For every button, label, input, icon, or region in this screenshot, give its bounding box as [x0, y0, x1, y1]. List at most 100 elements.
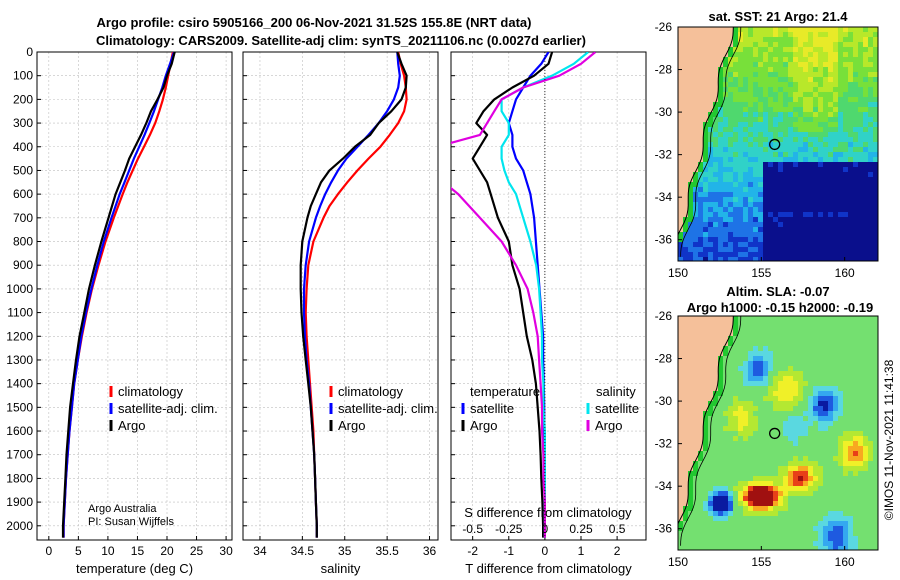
map-cell	[813, 516, 819, 522]
map-cell	[853, 252, 859, 258]
map-cell	[788, 62, 794, 68]
map-cell	[738, 47, 744, 53]
map-cell	[778, 536, 784, 542]
map-cell	[743, 232, 749, 238]
map-cell	[723, 351, 729, 357]
map-cell	[823, 486, 829, 492]
map-cell	[828, 77, 834, 83]
map-cell	[763, 536, 769, 542]
map-cell	[763, 122, 769, 128]
map-cell	[768, 77, 774, 83]
map-cell	[713, 177, 719, 183]
map-cell	[798, 546, 804, 550]
map-cell	[848, 531, 854, 537]
map-cell	[773, 381, 779, 387]
map-cell	[803, 237, 809, 243]
map-cell	[798, 496, 804, 502]
map-cell	[698, 541, 704, 547]
map-cell	[828, 212, 834, 218]
map-cell	[808, 52, 814, 58]
map-cell	[813, 207, 819, 213]
map-cell	[748, 172, 754, 178]
map-cell	[763, 496, 769, 502]
map-cell	[718, 516, 724, 522]
map-cell	[768, 386, 774, 392]
map-cell	[698, 496, 704, 502]
map-cell	[738, 416, 744, 422]
x2-tick-label: 0	[542, 522, 549, 536]
map-cell	[833, 147, 839, 153]
map-cell	[833, 117, 839, 123]
map-cell	[713, 197, 719, 203]
map-cell	[708, 471, 714, 477]
map-cell	[858, 451, 864, 457]
map-cell	[713, 496, 719, 502]
map-cell	[813, 496, 819, 502]
map-cell	[863, 456, 869, 462]
map-cell	[818, 257, 824, 261]
map-cell	[808, 67, 814, 73]
map-cell	[788, 431, 794, 437]
map-cell	[773, 52, 779, 58]
map-cell	[803, 361, 809, 367]
map-cell	[853, 361, 859, 367]
map-cell	[783, 526, 789, 532]
map-cell	[788, 257, 794, 261]
map-cell	[753, 411, 759, 417]
map-cell	[758, 351, 764, 357]
map-cell	[863, 511, 869, 517]
map-cell	[713, 531, 719, 537]
map-cell	[763, 27, 769, 33]
map-cell	[688, 192, 694, 198]
map-cell	[713, 506, 719, 512]
map-cell	[728, 167, 734, 173]
map-cell	[688, 506, 694, 512]
map-cell	[828, 341, 834, 347]
map-cell	[778, 187, 784, 193]
map-cell	[708, 257, 714, 261]
map-cell	[743, 202, 749, 208]
map-cell	[738, 351, 744, 357]
map-cell	[853, 117, 859, 123]
map-cell	[768, 401, 774, 407]
map-cell	[863, 341, 869, 347]
map-cell	[823, 242, 829, 248]
map-cell	[748, 506, 754, 512]
map-cell	[693, 222, 699, 228]
map-cell	[848, 162, 854, 168]
map-cell	[743, 222, 749, 228]
map-cell	[743, 416, 749, 422]
map-cell	[843, 117, 849, 123]
map-cell	[798, 52, 804, 58]
map-cell	[768, 117, 774, 123]
map-cell	[873, 142, 878, 148]
map-cell	[743, 501, 749, 507]
map-cell	[783, 521, 789, 527]
map-cell	[818, 212, 824, 218]
map-cell	[778, 67, 784, 73]
map-cell	[793, 142, 799, 148]
map-cell	[783, 117, 789, 123]
map-cell	[873, 486, 878, 492]
map-cell	[743, 247, 749, 253]
y-tick-label: -36	[655, 233, 673, 247]
map-cell	[773, 421, 779, 427]
map-cell	[783, 316, 789, 322]
map-cell	[853, 132, 859, 138]
map-cell	[798, 376, 804, 382]
map-cell	[773, 391, 779, 397]
map-cell	[778, 97, 784, 103]
map-cell	[768, 97, 774, 103]
map-cell	[718, 242, 724, 248]
map-cell	[763, 207, 769, 213]
map-cell	[813, 546, 819, 550]
map-cell	[703, 496, 709, 502]
map-cell	[738, 167, 744, 173]
map-cell	[743, 441, 749, 447]
map-cell	[773, 117, 779, 123]
map-cell	[873, 396, 878, 402]
map-cell	[873, 456, 878, 462]
map-cell	[763, 212, 769, 218]
map-cell	[808, 516, 814, 522]
map-cell	[823, 252, 829, 258]
